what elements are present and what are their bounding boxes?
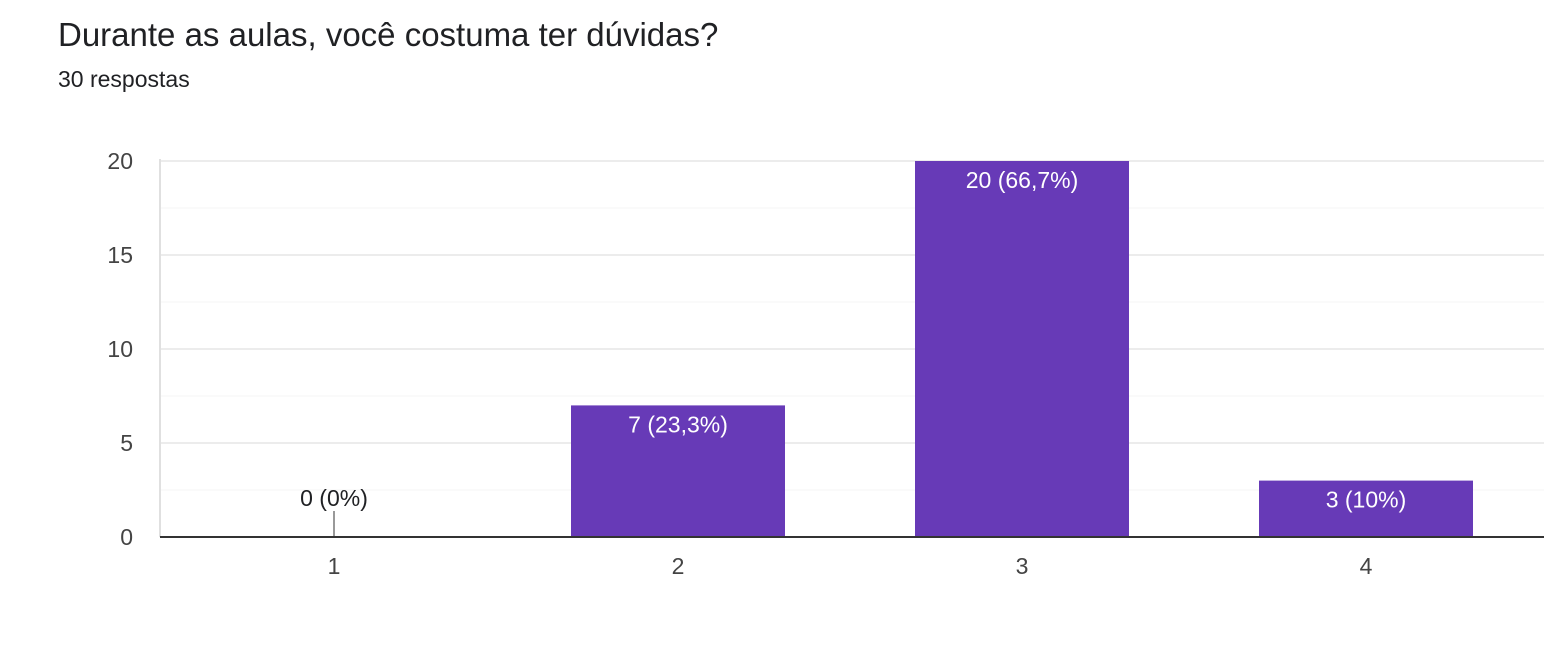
bar-2	[571, 405, 785, 537]
chart-title: Durante as aulas, você costuma ter dúvid…	[58, 16, 719, 53]
x-tick-label: 3	[1016, 553, 1029, 579]
data-label-2: 7 (23,3%)	[628, 411, 728, 437]
gridlines	[159, 159, 1544, 537]
data-labels: 0 (0%) 7 (23,3%) 20 (66,7%) 3 (10%)	[300, 167, 1406, 513]
data-label-4: 3 (10%)	[1326, 487, 1407, 513]
bar-3	[915, 161, 1129, 537]
bars	[333, 161, 1473, 537]
y-tick-label: 0	[120, 524, 133, 550]
data-label-3: 20 (66,7%)	[966, 167, 1079, 193]
y-tick-label: 15	[107, 242, 133, 268]
bar-4	[1259, 480, 1473, 537]
response-count: 30 respostas	[58, 66, 190, 92]
axes: 0 5 10 15 20 1 2 3 4	[107, 148, 1544, 579]
y-tick-label: 20	[107, 148, 133, 174]
x-tick-label: 4	[1360, 553, 1373, 579]
x-tick-label: 1	[328, 553, 341, 579]
y-tick-label: 10	[107, 336, 133, 362]
data-label-1: 0 (0%)	[300, 485, 368, 511]
x-tick-label: 2	[672, 553, 685, 579]
y-tick-label: 5	[120, 430, 133, 456]
